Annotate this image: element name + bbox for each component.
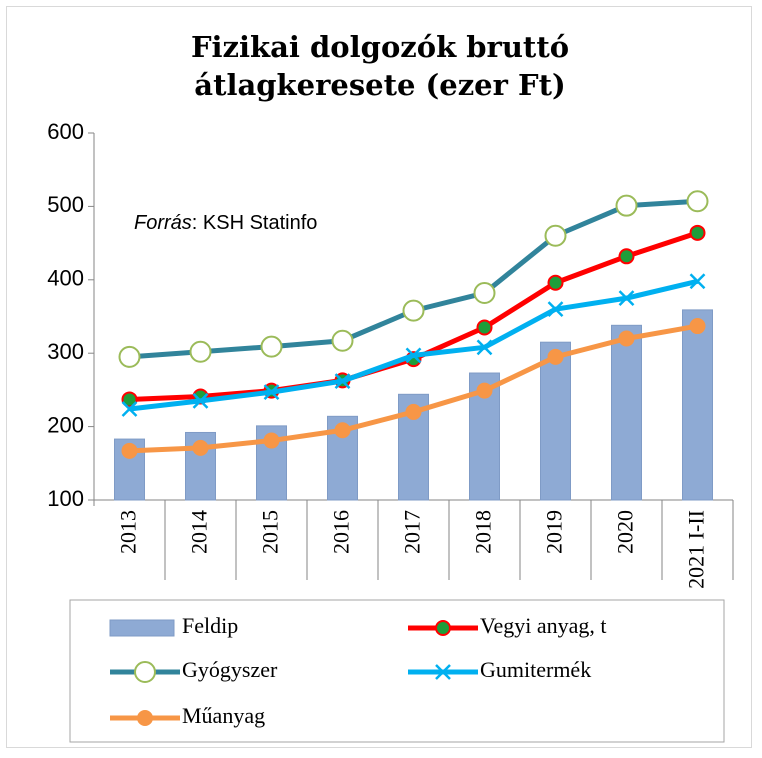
bar	[540, 341, 571, 501]
marker	[615, 194, 638, 217]
marker	[473, 282, 496, 305]
chart-frame	[6, 6, 752, 748]
x-tick-label: 2015	[258, 510, 283, 554]
bar	[185, 431, 216, 501]
x-tick-label: 2016	[329, 510, 354, 554]
marker	[618, 248, 635, 265]
marker	[476, 382, 493, 399]
marker	[544, 224, 567, 247]
marker	[405, 403, 422, 420]
marker	[547, 301, 564, 318]
marker	[121, 401, 138, 417]
marker	[618, 290, 635, 307]
marker	[476, 319, 493, 336]
chart-title: Fizikai dolgozók bruttó átlagkeresete (e…	[190, 30, 570, 102]
legend-swatch	[109, 619, 175, 637]
x-tick-label: 2021 I-II	[684, 510, 709, 589]
y-tick-label: 200	[47, 412, 84, 437]
marker	[334, 422, 351, 439]
bar	[611, 324, 642, 501]
x-tick-label: 2019	[542, 510, 567, 554]
y-tick-label: 600	[47, 119, 84, 144]
marker	[260, 335, 283, 358]
legend-label: Gyógyszer	[182, 657, 278, 682]
legend-marker	[134, 661, 156, 683]
marker	[121, 442, 138, 459]
y-tick-label: 500	[47, 192, 84, 217]
legend-marker	[137, 710, 153, 726]
marker	[476, 339, 493, 356]
legend-marker	[435, 620, 451, 636]
legend-label: Feldip	[182, 613, 238, 638]
x-tick-label: 2020	[613, 510, 638, 554]
legend-label: Vegyi anyag, t	[480, 613, 606, 638]
annotation-text: : KSH Statinfo	[191, 212, 318, 234]
marker	[334, 373, 351, 389]
legend-label: Műanyag	[182, 703, 265, 728]
marker	[331, 329, 354, 352]
marker	[402, 299, 425, 322]
annotation: Forrás: KSH Statinfo	[134, 212, 317, 235]
marker	[121, 391, 138, 408]
marker	[192, 393, 209, 409]
legend-label: Gumitermék	[480, 657, 591, 682]
marker	[547, 348, 564, 365]
x-tick-label: 2014	[187, 510, 212, 554]
marker	[405, 347, 422, 364]
marker	[547, 274, 564, 291]
y-tick-label: 400	[47, 266, 84, 291]
x-tick-label: 2017	[400, 510, 425, 554]
x-tick-label: 2013	[116, 510, 141, 554]
marker	[686, 190, 709, 213]
marker	[263, 384, 280, 400]
bar	[682, 309, 713, 501]
annotation-label: Forrás	[134, 212, 192, 234]
marker	[689, 224, 706, 241]
marker	[192, 439, 209, 456]
marker	[618, 330, 635, 347]
legend-marker	[435, 664, 451, 680]
marker	[689, 318, 706, 335]
marker	[263, 432, 280, 449]
x-tick-label: 2018	[471, 510, 496, 554]
y-tick-label: 100	[47, 486, 84, 511]
marker	[189, 340, 212, 363]
y-tick-label: 300	[47, 339, 84, 364]
marker	[689, 273, 706, 290]
marker	[118, 345, 141, 368]
